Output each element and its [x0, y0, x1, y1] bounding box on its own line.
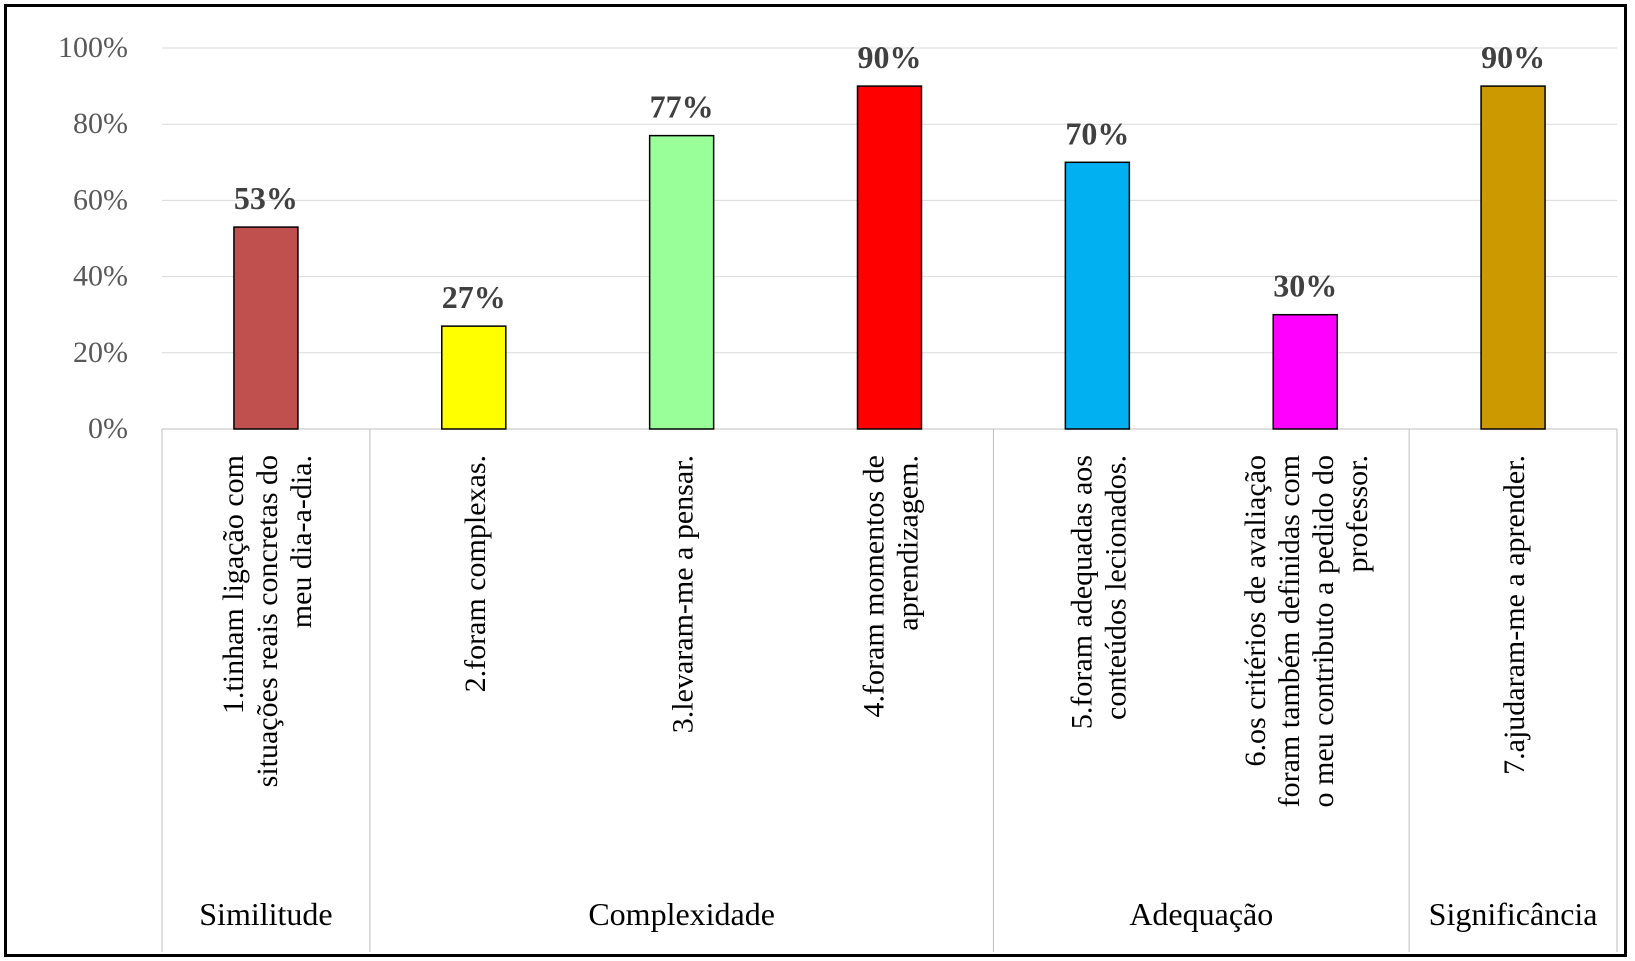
category-label: 3.levaram-me a pensar.: [667, 455, 700, 733]
category-label: 4.foram momentos de: [858, 455, 891, 717]
category-label: situações reais concretas do: [251, 455, 284, 787]
category-label: o meu contributo a pedido do: [1307, 455, 1340, 807]
data-label: 27%: [442, 279, 506, 315]
data-label: 77%: [650, 89, 714, 125]
bar: [1272, 313, 1338, 430]
category-label: aprendizagem.: [892, 455, 925, 631]
category-label: 5.foram adequadas aos: [1065, 455, 1098, 729]
group-label: Significância: [1429, 896, 1598, 932]
data-label: 90%: [1481, 39, 1545, 75]
category-label: meu dia-a-dia.: [285, 455, 318, 628]
bar: [856, 85, 923, 430]
y-tick-label: 60%: [73, 183, 128, 216]
data-label: 53%: [234, 180, 298, 216]
data-label: 30%: [1273, 268, 1337, 304]
y-tick-label: 0%: [88, 412, 128, 445]
group-label: Similitude: [199, 896, 332, 932]
data-label: 90%: [858, 39, 922, 75]
category-label: conteúdos lecionados.: [1099, 455, 1132, 720]
y-tick-label: 40%: [73, 260, 128, 293]
category-label: 6.os critérios de avaliação: [1239, 455, 1272, 767]
group-label: Adequação: [1129, 896, 1273, 932]
bar: [441, 325, 507, 430]
y-tick-label: 20%: [73, 336, 128, 369]
bar: [1480, 85, 1546, 430]
category-label: professor.: [1341, 455, 1374, 572]
category-label: 7.ajudaram-me a aprender.: [1498, 455, 1531, 775]
category-label: 1.tinham ligação com: [217, 455, 250, 714]
category-label: 2.foram complexas.: [459, 455, 492, 692]
y-tick-label: 100%: [58, 31, 128, 64]
bar: [648, 134, 715, 430]
chart-frame: [4, 4, 1627, 957]
data-label: 70%: [1065, 115, 1129, 151]
bar: [1064, 161, 1131, 430]
bar: [233, 226, 299, 430]
y-tick-label: 80%: [73, 107, 128, 140]
category-label: foram também definidas com: [1273, 455, 1306, 807]
group-label: Complexidade: [588, 896, 775, 932]
